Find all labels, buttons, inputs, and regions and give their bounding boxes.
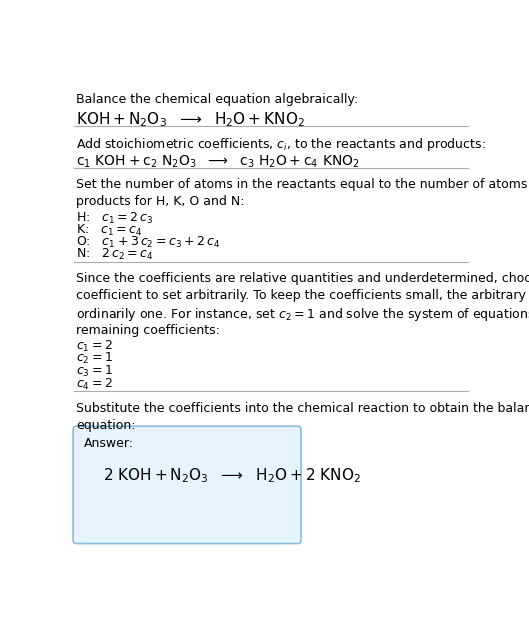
Text: remaining coefficients:: remaining coefficients: <box>76 324 220 337</box>
Text: N:   $2\,c_2 = c_4$: N: $2\,c_2 = c_4$ <box>76 246 154 261</box>
Text: Add stoichiometric coefficients, $c_i$, to the reactants and products:: Add stoichiometric coefficients, $c_i$, … <box>76 135 486 152</box>
Text: $\mathrm{2\ KOH + N_2O_3 \ \ \longrightarrow \ \ H_2O + 2\ KNO_2}$: $\mathrm{2\ KOH + N_2O_3 \ \ \longrighta… <box>103 466 361 485</box>
Text: Since the coefficients are relative quantities and underdetermined, choose a: Since the coefficients are relative quan… <box>76 271 529 285</box>
Text: O:   $c_1 + 3\,c_2 = c_3 + 2\,c_4$: O: $c_1 + 3\,c_2 = c_3 + 2\,c_4$ <box>76 234 221 250</box>
Text: Set the number of atoms in the reactants equal to the number of atoms in the: Set the number of atoms in the reactants… <box>76 178 529 191</box>
Text: coefficient to set arbitrarily. To keep the coefficients small, the arbitrary va: coefficient to set arbitrarily. To keep … <box>76 289 529 302</box>
Text: $c_1 = 2$: $c_1 = 2$ <box>76 339 113 354</box>
Text: Answer:: Answer: <box>84 438 134 450</box>
Text: equation:: equation: <box>76 419 136 433</box>
Text: K:   $c_1 = c_4$: K: $c_1 = c_4$ <box>76 223 143 238</box>
Text: $\mathrm{c_1\ KOH + c_2\ N_2O_3 \ \ \longrightarrow \ \ c_3\ H_2O + c_4\ KNO_2}$: $\mathrm{c_1\ KOH + c_2\ N_2O_3 \ \ \lon… <box>76 154 360 170</box>
Text: $c_2 = 1$: $c_2 = 1$ <box>76 351 113 367</box>
Text: ordinarily one. For instance, set $c_2 = 1$ and solve the system of equations fo: ordinarily one. For instance, set $c_2 =… <box>76 307 529 324</box>
Text: Balance the chemical equation algebraically:: Balance the chemical equation algebraica… <box>76 93 359 105</box>
Text: $\mathrm{KOH + N_2O_3 \ \ \longrightarrow \ \ H_2O + KNO_2}$: $\mathrm{KOH + N_2O_3 \ \ \longrightarro… <box>76 110 305 129</box>
Text: $c_3 = 1$: $c_3 = 1$ <box>76 364 113 379</box>
FancyBboxPatch shape <box>73 426 301 544</box>
Text: $c_4 = 2$: $c_4 = 2$ <box>76 376 113 392</box>
Text: H:   $c_1 = 2\,c_3$: H: $c_1 = 2\,c_3$ <box>76 211 154 226</box>
Text: Substitute the coefficients into the chemical reaction to obtain the balanced: Substitute the coefficients into the che… <box>76 402 529 415</box>
Text: products for H, K, O and N:: products for H, K, O and N: <box>76 196 245 208</box>
